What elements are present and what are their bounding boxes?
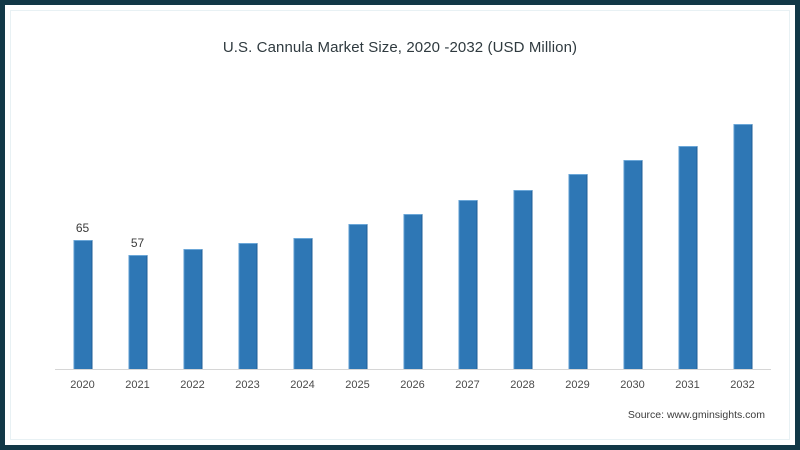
bar[interactable] (403, 213, 422, 369)
x-axis-label: 2022 (180, 379, 205, 391)
bar-slot (605, 106, 660, 369)
bar-slot (440, 106, 495, 369)
bar-slot (715, 106, 770, 369)
x-axis-tick-labels: 2020 2021 2022 2023 2024 2025 2026 2027 2028 2029… (55, 379, 771, 399)
x-axis-line (55, 369, 771, 370)
bar[interactable] (348, 223, 367, 369)
bar-slot (385, 106, 440, 369)
bar-slot: 65 (55, 106, 110, 369)
x-axis-label: 2032 (730, 379, 755, 391)
bar-slot (550, 106, 605, 369)
x-axis-label: 2027 (455, 379, 480, 391)
bar-slot (275, 106, 330, 369)
bar[interactable] (183, 249, 202, 369)
x-axis-label: 2024 (290, 379, 315, 391)
x-axis-label: 2030 (620, 379, 645, 391)
x-axis-label: 2031 (675, 379, 700, 391)
chart-frame: U.S. Cannula Market Size, 2020 -2032 (US… (10, 10, 790, 440)
x-axis-label: 2023 (235, 379, 260, 391)
x-axis-label: 2026 (400, 379, 425, 391)
bar[interactable] (733, 123, 752, 369)
chart-title: U.S. Cannula Market Size, 2020 -2032 (US… (222, 39, 578, 56)
bar-slot (495, 106, 550, 369)
bar-slot (165, 106, 220, 369)
bar-slot: 57 (110, 106, 165, 369)
bar-series: 65 57 (55, 106, 771, 369)
x-axis-label: 2025 (345, 379, 370, 391)
bar[interactable] (513, 189, 532, 369)
bar[interactable] (458, 199, 477, 369)
bar-value-label: 57 (130, 236, 145, 251)
x-axis-label: 2029 (565, 379, 590, 391)
x-axis-label: 2020 (70, 379, 95, 391)
bar-slot (330, 106, 385, 369)
bar[interactable] (678, 145, 697, 369)
x-axis-label: 2021 (125, 379, 150, 391)
x-axis-label: 2028 (510, 379, 535, 391)
bar[interactable] (623, 159, 642, 369)
bar-value-label: 65 (75, 220, 90, 235)
bar[interactable] (128, 255, 147, 369)
bar-slot (660, 106, 715, 369)
bar-slot (220, 106, 275, 369)
source-attribution: Source: www.gminsights.com (627, 409, 765, 421)
bar[interactable] (568, 173, 587, 369)
bar[interactable] (73, 239, 92, 369)
bar[interactable] (293, 237, 312, 369)
bar[interactable] (238, 243, 257, 369)
